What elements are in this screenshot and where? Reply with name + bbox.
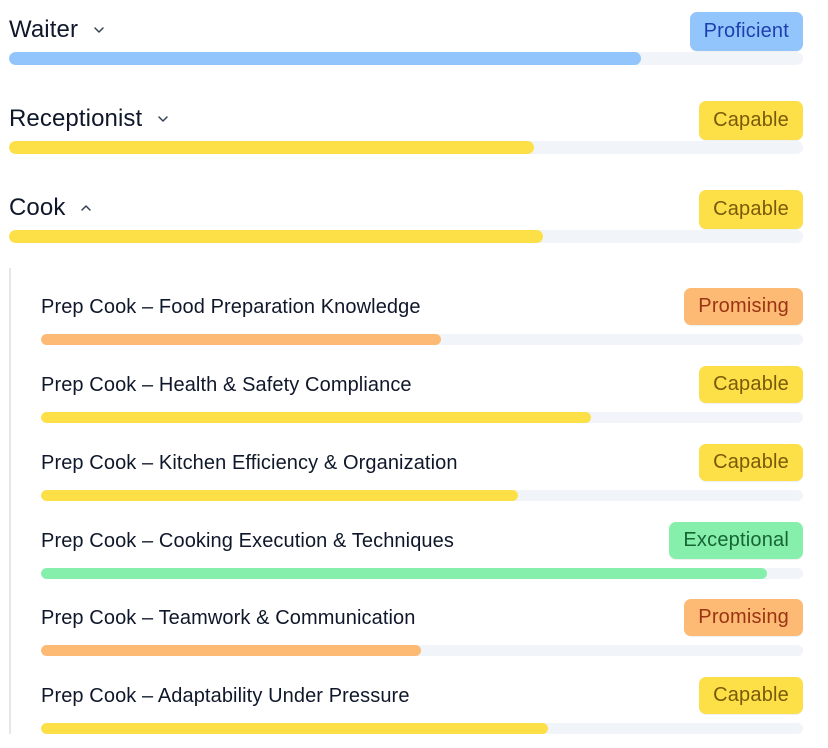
- level-badge: Capable: [699, 101, 803, 140]
- role-title: Receptionist: [9, 105, 143, 132]
- role-title-group: Receptionist: [9, 105, 170, 133]
- progress-track: [9, 52, 803, 65]
- skill-title: Prep Cook – Health & Safety Compliance: [41, 374, 412, 396]
- progress-fill: [41, 568, 768, 579]
- progress-track: [41, 568, 803, 579]
- role-title-group: Waiter: [9, 16, 106, 44]
- progress-track: [9, 230, 803, 243]
- level-badge: Capable: [699, 366, 803, 403]
- progress-fill: [9, 230, 544, 243]
- chevron-down-icon[interactable]: [156, 112, 170, 126]
- level-badge: Promising: [684, 288, 803, 325]
- cook-skills-list: Prep Cook – Food Preparation Knowledge P…: [9, 268, 803, 734]
- progress-fill: [9, 141, 534, 154]
- progress-track: [41, 334, 803, 345]
- progress-track: [41, 645, 803, 656]
- skill-title: Prep Cook – Teamwork & Communication: [41, 607, 416, 629]
- level-badge: Promising: [684, 599, 803, 636]
- skill-title: Prep Cook – Adaptability Under Pressure: [41, 685, 410, 707]
- level-badge: Capable: [699, 444, 803, 481]
- role-title-group: Cook: [9, 194, 93, 222]
- progress-fill: [41, 645, 422, 656]
- skill-title: Prep Cook – Food Preparation Knowledge: [41, 296, 421, 318]
- level-badge: Capable: [699, 677, 803, 714]
- level-badge: Capable: [699, 190, 803, 229]
- progress-fill: [41, 334, 442, 345]
- progress-fill: [41, 412, 592, 423]
- chevron-up-icon[interactable]: [79, 201, 93, 215]
- progress-track: [41, 723, 803, 734]
- role-title: Cook: [9, 194, 66, 221]
- role-header-waiter[interactable]: Waiter Proficient: [9, 12, 803, 52]
- progress-track: [9, 141, 803, 154]
- level-badge: Exceptional: [669, 522, 803, 559]
- skill-title: Prep Cook – Kitchen Efficiency & Organiz…: [41, 452, 458, 474]
- chevron-down-icon[interactable]: [92, 23, 106, 37]
- progress-track: [41, 490, 803, 501]
- role-header-cook[interactable]: Cook Capable: [9, 190, 803, 230]
- level-badge: Proficient: [689, 12, 803, 51]
- role-header-receptionist[interactable]: Receptionist Capable: [9, 101, 803, 141]
- progress-fill: [9, 52, 642, 65]
- role-row-waiter: Waiter Proficient: [9, 12, 803, 65]
- progress-track: [41, 412, 803, 423]
- skill-title: Prep Cook – Cooking Execution & Techniqu…: [41, 530, 454, 552]
- role-title: Waiter: [9, 16, 79, 43]
- progress-fill: [41, 490, 518, 501]
- role-row-cook: Cook Capable: [9, 190, 803, 243]
- role-row-receptionist: Receptionist Capable: [9, 101, 803, 154]
- progress-fill: [41, 723, 548, 734]
